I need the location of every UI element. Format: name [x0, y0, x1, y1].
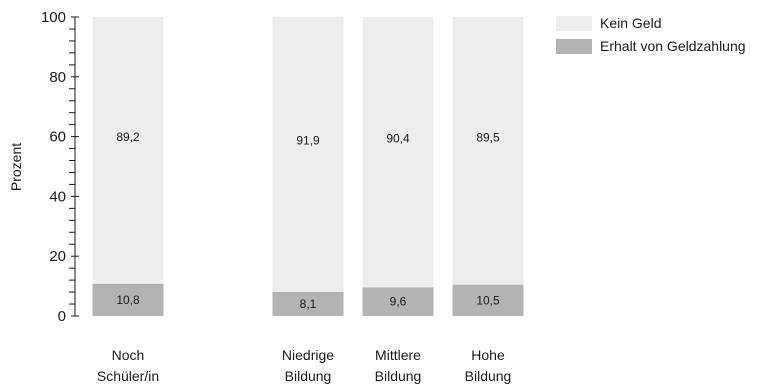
bar-segment [452, 284, 524, 316]
legend: Kein Geld Erhalt von Geldzahlung [556, 15, 746, 54]
bar-segment [452, 17, 524, 285]
x-tick-label: Bildung [375, 368, 422, 384]
data-labels-layer: 10,8 89,2 8,1 91,9 9,6 90,4 10,5 89,5 [116, 130, 500, 311]
y-tick-label: 60 [49, 129, 66, 146]
bar-segment [362, 287, 434, 316]
data-label: 89,5 [476, 130, 500, 144]
y-tick-label: 20 [49, 248, 66, 265]
legend-label: Erhalt von Geldzahlung [600, 38, 746, 54]
data-label: 8,1 [300, 297, 317, 311]
x-axis-labels: Noch Schüler/in Niedrige Bildung Mittlere Bil… [97, 347, 511, 384]
data-label: 9,6 [390, 295, 407, 309]
y-tick-label: 40 [49, 188, 66, 205]
bar-segment [272, 17, 344, 292]
x-tick-label: Bildung [465, 368, 512, 384]
y-axis-title: Prozent [8, 143, 24, 191]
bar-segment [92, 17, 164, 284]
y-tick-label: 100 [41, 9, 66, 26]
x-tick-label: Schüler/in [97, 368, 159, 384]
y-tick-label: 80 [49, 69, 66, 86]
data-label: 90,4 [386, 132, 410, 146]
x-tick-label: Niedrige [282, 347, 334, 363]
bar-segment [362, 17, 434, 288]
data-label: 91,9 [296, 134, 320, 148]
bar-segment [272, 291, 344, 316]
legend-swatch [556, 39, 592, 54]
y-tick-label: 0 [58, 308, 66, 325]
y-axis: 0 20 40 60 80 100 [41, 9, 79, 325]
x-tick-label: Noch [112, 347, 145, 363]
data-label: 10,5 [476, 293, 500, 307]
x-tick-label: Bildung [285, 368, 332, 384]
bars-layer [92, 17, 524, 316]
legend-label: Kein Geld [600, 15, 661, 31]
data-label: 89,2 [116, 130, 140, 144]
x-tick-label: Hohe [471, 347, 505, 363]
data-label: 10,8 [116, 293, 140, 307]
bar-segment [92, 283, 164, 316]
x-tick-label: Mittlere [375, 347, 421, 363]
legend-swatch [556, 16, 592, 31]
